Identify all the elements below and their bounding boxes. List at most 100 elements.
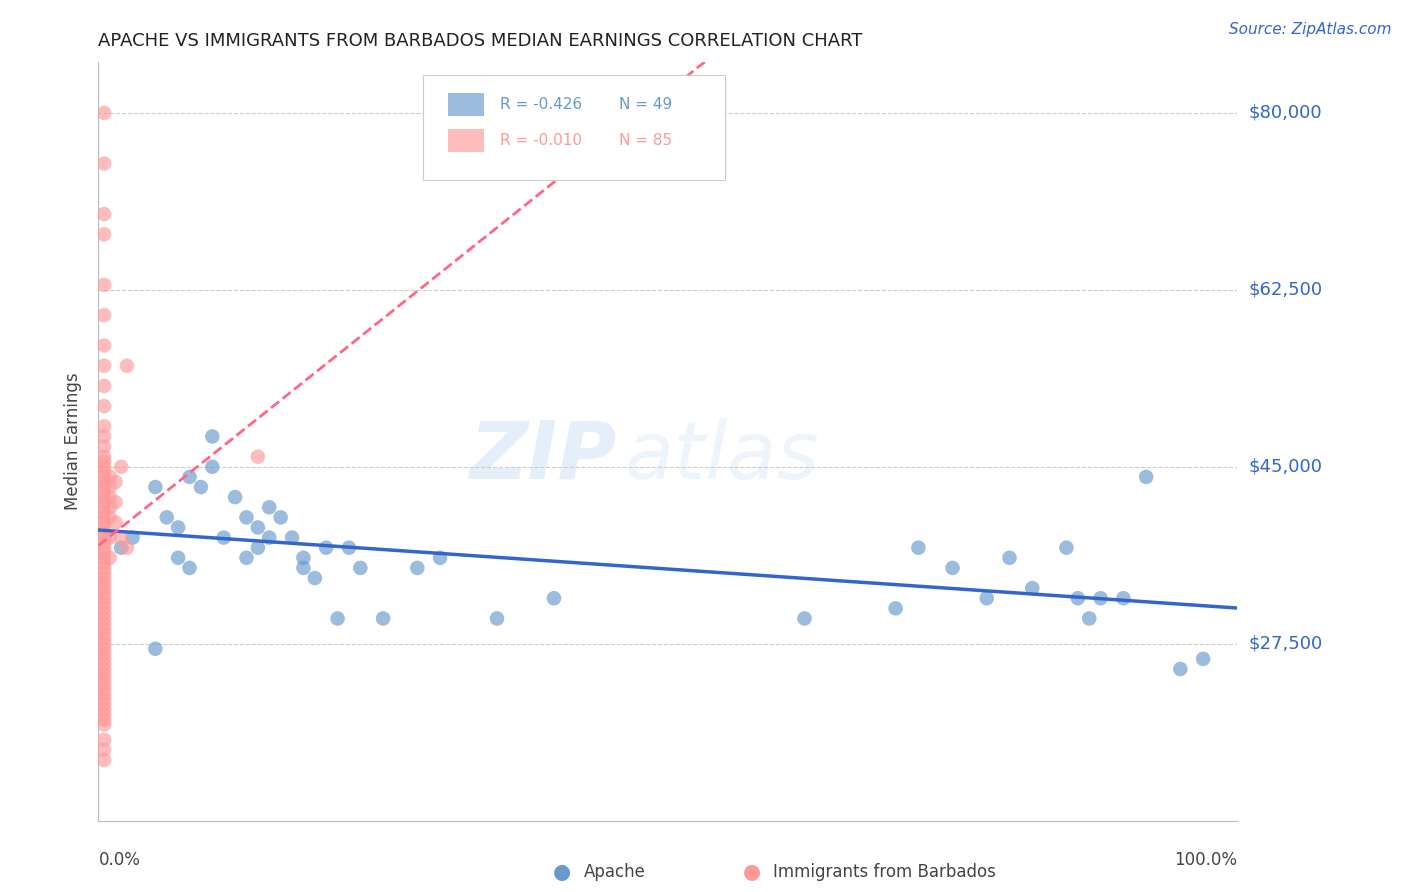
Point [93,520,115,534]
Point [98,470,121,484]
Point [93,455,115,469]
Point [1135,470,1157,484]
Text: $80,000: $80,000 [1249,104,1322,122]
Text: $45,000: $45,000 [1249,458,1323,475]
Point [93,616,115,631]
Point [93,662,115,676]
Point [93,677,115,691]
Point [1090,591,1112,606]
Point [93,495,115,509]
Point [93,591,115,606]
Point [98,531,121,545]
Point [93,753,115,767]
Point [93,277,115,292]
Point [93,607,115,621]
Point [93,475,115,489]
Point [93,156,115,170]
Point [93,632,115,646]
Point [907,541,929,555]
Point [179,470,201,484]
Point [93,516,115,530]
Text: ●: ● [554,863,571,882]
Point [93,500,115,515]
Point [93,692,115,706]
Point [93,556,115,570]
Point [190,480,212,494]
Point [104,495,127,509]
Point [93,667,115,681]
Text: $27,500: $27,500 [1249,635,1323,653]
Text: atlas: atlas [624,417,820,496]
Point [110,531,132,545]
Point [121,531,143,545]
Point [93,227,115,242]
Point [93,596,115,610]
Text: Immigrants from Barbados: Immigrants from Barbados [773,863,997,881]
Point [942,561,965,575]
Point [93,622,115,636]
Point [201,459,224,474]
Point [93,470,115,484]
Text: APACHE VS IMMIGRANTS FROM BARBADOS MEDIAN EARNINGS CORRELATION CHART: APACHE VS IMMIGRANTS FROM BARBADOS MEDIA… [98,32,863,50]
Point [167,520,190,534]
Point [93,459,115,474]
Point [235,550,257,565]
Point [110,459,132,474]
Point [406,561,429,575]
Point [93,510,115,524]
Point [93,379,115,393]
Point [429,550,451,565]
Point [246,450,269,464]
Point [1192,652,1215,666]
Point [93,657,115,671]
Point [93,207,115,221]
Point [246,520,269,534]
Point [93,440,115,454]
Text: R = -0.426: R = -0.426 [501,96,582,112]
Point [543,591,565,606]
Point [115,359,138,373]
Point [115,541,138,555]
Point [156,510,179,524]
Text: Source: ZipAtlas.com: Source: ZipAtlas.com [1229,22,1392,37]
Point [486,611,509,625]
Point [93,702,115,716]
Point [281,531,304,545]
Point [104,475,127,489]
Point [337,541,360,555]
Point [93,566,115,580]
Point [98,490,121,504]
Point [98,500,121,515]
Point [93,743,115,757]
Point [1054,541,1078,555]
Point [93,338,115,352]
Text: N = 85: N = 85 [619,133,672,148]
Point [93,308,115,322]
Point [93,581,115,595]
Point [93,713,115,727]
Point [93,531,115,545]
Point [93,450,115,464]
Text: $62,500: $62,500 [1249,281,1323,299]
Point [93,490,115,504]
Point [93,571,115,585]
FancyBboxPatch shape [449,93,485,116]
Point [93,399,115,413]
Point [93,525,115,540]
Point [145,480,167,494]
Point [998,550,1021,565]
Point [235,510,257,524]
Point [93,647,115,661]
Point [110,541,132,555]
Text: Apache: Apache [583,863,645,881]
Point [793,611,815,625]
Point [98,480,121,494]
Point [93,359,115,373]
Text: 100.0%: 100.0% [1174,851,1237,869]
Point [1067,591,1090,606]
Point [93,611,115,625]
Point [371,611,394,625]
Point [93,480,115,494]
Point [259,531,281,545]
FancyBboxPatch shape [449,129,485,152]
